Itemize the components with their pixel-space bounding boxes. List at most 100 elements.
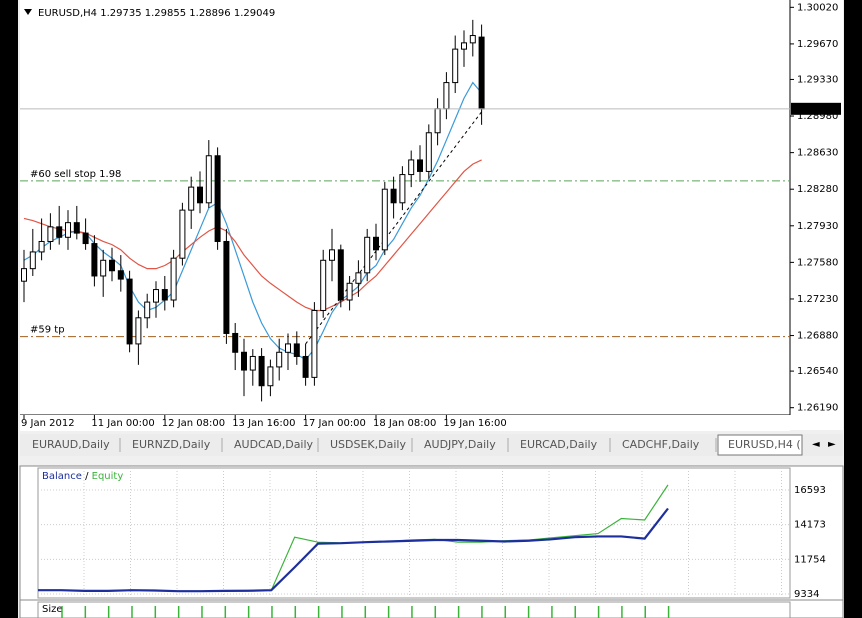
price-box — [791, 102, 841, 115]
y-tick-label: 16593 — [794, 485, 826, 496]
candle-body — [293, 343, 300, 357]
candle-body — [65, 222, 71, 238]
candle-body — [364, 236, 371, 274]
y-tick-label: 1.30020 — [797, 2, 838, 13]
separator: / — [85, 471, 89, 482]
candle-body — [329, 249, 335, 261]
tab-label[interactable]: EURCAD,Daily — [520, 438, 598, 451]
candle-body — [188, 186, 195, 211]
candle-body — [355, 272, 362, 284]
x-tick-label: 17 Jan 00:00 — [303, 418, 366, 429]
tab[interactable] — [510, 435, 610, 455]
y-tick-label: 1.29330 — [797, 74, 838, 85]
candle-body — [373, 236, 379, 251]
size-plot — [37, 601, 791, 618]
x-tick-label: 13 Jan 16:00 — [232, 418, 295, 429]
candle-body — [452, 48, 459, 84]
y-tick-label: 1.28980 — [797, 111, 838, 122]
candle-body — [390, 188, 397, 204]
balance-label: Balance — [42, 471, 82, 482]
size-label: Size — [42, 604, 63, 615]
tab[interactable] — [414, 435, 508, 455]
ma-fast — [23, 81, 483, 361]
tab-label[interactable]: AUDCAD,Daily — [234, 438, 314, 451]
symbol: EURUSD,H4 — [38, 8, 97, 19]
equity-label: Equity — [92, 471, 124, 482]
candle-body — [434, 108, 441, 134]
tab[interactable] — [122, 435, 222, 455]
candle-body — [276, 351, 283, 368]
candle-body — [21, 268, 27, 282]
balance-line — [38, 507, 669, 593]
price-plot — [20, 0, 790, 415]
y-tick-label: 1.26190 — [797, 403, 838, 414]
tab[interactable] — [22, 435, 120, 455]
candle-body — [38, 240, 45, 253]
candle-body — [135, 317, 142, 345]
y-tick-label: 1.26540 — [797, 366, 838, 377]
tab[interactable] — [612, 435, 716, 455]
candle-body — [29, 251, 36, 270]
candle-body — [47, 226, 54, 242]
tab-label[interactable]: EURNZD,Daily — [132, 438, 211, 451]
x-tick-label: 19 Jan 16:00 — [443, 418, 506, 429]
tab-label[interactable]: EURUSD,H4 ( — [728, 438, 801, 451]
trendline — [305, 111, 482, 345]
candle-body — [267, 366, 274, 387]
tab-label[interactable]: CADCHF,Daily — [622, 438, 700, 451]
y-tick-label: 9334 — [794, 589, 819, 600]
order-label: #60 sell stop 1.98 — [30, 169, 121, 180]
candle-body — [249, 355, 256, 371]
candle-body — [153, 289, 159, 303]
tab-label[interactable]: EURAUD,Daily — [32, 438, 110, 451]
tab[interactable] — [224, 435, 318, 455]
candle-body — [170, 257, 177, 301]
tab[interactable] — [717, 434, 803, 456]
time-axis — [20, 415, 790, 431]
order-label: #59 tp — [30, 325, 65, 336]
candle-body — [179, 209, 186, 259]
candle-body — [302, 355, 309, 378]
tab-scroll-left[interactable]: ◄ — [812, 439, 820, 450]
y-tick-label: 1.27930 — [797, 221, 838, 232]
tab[interactable] — [320, 435, 412, 455]
price-axis — [790, 0, 843, 430]
candle-body — [469, 35, 476, 44]
x-tick-label: 12 Jan 08:00 — [162, 418, 225, 429]
candle-body — [214, 155, 221, 242]
candle-body — [82, 232, 89, 245]
price-label: 1.29049 — [795, 104, 836, 115]
candle-body — [117, 270, 124, 280]
candle-body — [91, 243, 98, 277]
x-tick-label: 9 Jan 2012 — [21, 418, 75, 429]
candle-body — [100, 259, 107, 277]
tab-label[interactable]: USDSEK,Daily — [330, 438, 406, 451]
candle-body — [425, 132, 432, 172]
candle-body — [223, 240, 230, 334]
candle-body — [109, 259, 115, 272]
candle-body — [56, 226, 63, 238]
candle-body — [337, 249, 344, 301]
candle-body — [320, 259, 327, 311]
tab-scroll-right[interactable]: ► — [828, 439, 836, 450]
y-tick-label: 1.26880 — [797, 331, 838, 342]
candle-body — [408, 159, 415, 176]
tab-label[interactable]: AUDJPY,Daily — [424, 438, 496, 451]
candle-body — [399, 174, 406, 204]
y-tick-label: 11754 — [794, 554, 826, 565]
close: 1.29049 — [234, 8, 275, 19]
candle-body — [285, 343, 291, 353]
y-tick-label: 1.27230 — [797, 294, 838, 305]
candle-body — [311, 309, 318, 378]
candle-body — [381, 188, 388, 251]
y-tick-label: 1.28280 — [797, 184, 838, 195]
candle-body — [73, 222, 80, 234]
chart-header: EURUSD,H4 1.29735 1.29855 1.28896 1.2904… — [38, 8, 275, 19]
menu-arrow[interactable] — [24, 9, 32, 15]
indicator-plot — [37, 467, 791, 599]
candle-body — [197, 186, 203, 204]
y-tick-label: 1.29670 — [797, 39, 838, 50]
x-tick-label: 11 Jan 00:00 — [91, 418, 154, 429]
